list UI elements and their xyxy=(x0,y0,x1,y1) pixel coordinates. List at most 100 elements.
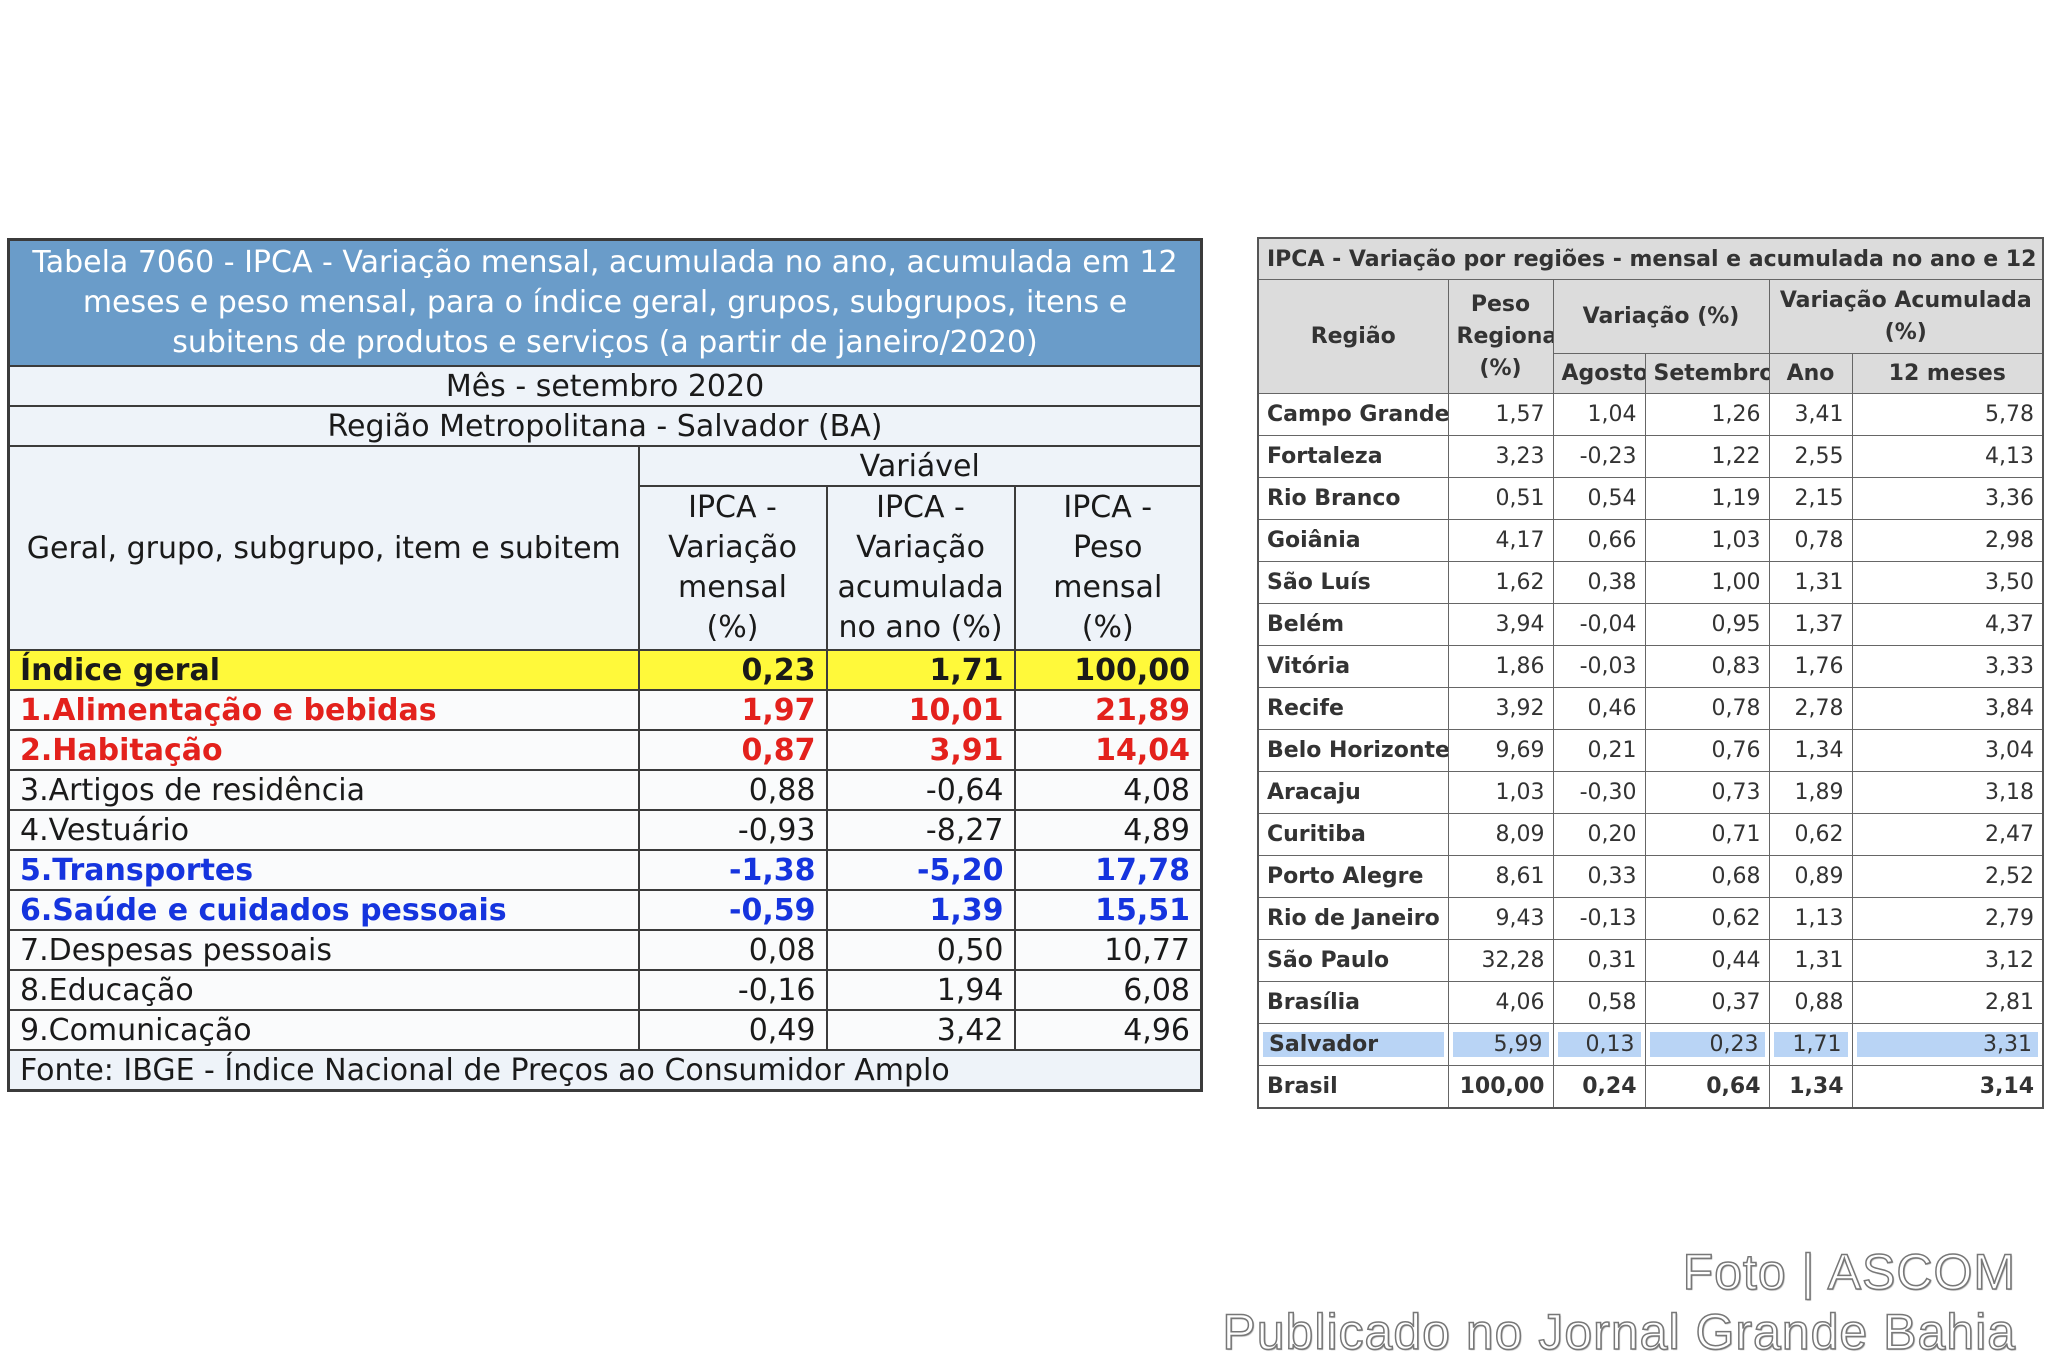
august-cell: 0,58 xyxy=(1552,981,1646,1024)
region-name-cell: Rio Branco xyxy=(1257,477,1449,520)
september-cell: 0,83 xyxy=(1644,645,1770,688)
year-cell: 1,34 xyxy=(1768,729,1853,772)
year-cell: 1,89 xyxy=(1768,771,1853,814)
row-label: 9.Comunicação xyxy=(7,1009,640,1051)
august-cell: 0,33 xyxy=(1552,855,1646,898)
september-cell: 0,73 xyxy=(1644,771,1770,814)
regional-weight-cell: 8,09 xyxy=(1447,813,1554,856)
region-row: Rio Branco 0,51 0,54 1,19 2,15 3,36 xyxy=(1257,477,2044,520)
regional-weight-cell: 8,61 xyxy=(1447,855,1554,898)
region-name-cell: Fortaleza xyxy=(1257,435,1449,478)
twelve-months-cell: 4,37 xyxy=(1851,603,2044,646)
region-name-cell: Recife xyxy=(1257,687,1449,730)
highlight-box: 0,23 xyxy=(1649,1032,1765,1057)
regional-weight-cell: 9,69 xyxy=(1447,729,1554,772)
august-cell: 0,54 xyxy=(1552,477,1646,520)
september-cell: 1,19 xyxy=(1644,477,1770,520)
table-row: 8.Educação -0,16 1,94 6,08 xyxy=(7,969,1203,1011)
weight-cell: 6,08 xyxy=(1013,969,1203,1011)
year-cell: 1,13 xyxy=(1768,897,1853,940)
september-cell: 0,37 xyxy=(1644,981,1770,1024)
highlight-box: 5,99 xyxy=(1452,1032,1549,1057)
weight-cell: 14,04 xyxy=(1013,729,1203,771)
september-cell: 0,95 xyxy=(1644,603,1770,646)
weight-cell: 4,89 xyxy=(1013,809,1203,851)
regional-weight-cell: 0,51 xyxy=(1447,477,1554,520)
month-label: Mês - setembro 2020 xyxy=(7,365,1203,407)
year-cell: 2,78 xyxy=(1768,687,1853,730)
weight-cell: 17,78 xyxy=(1013,849,1203,891)
table-row: 2.Habitação 0,87 3,91 14,04 xyxy=(7,729,1203,771)
year-cell: 1,37 xyxy=(1768,603,1853,646)
september-cell: 0,64 xyxy=(1644,1065,1770,1109)
region-row: Curitiba 8,09 0,20 0,71 0,62 2,47 xyxy=(1257,813,2044,856)
highlight-box: Salvador xyxy=(1263,1032,1444,1057)
highlight-box: 1,71 xyxy=(1773,1032,1848,1057)
row-label: 4.Vestuário xyxy=(7,809,640,851)
region-row: Goiânia 4,17 0,66 1,03 0,78 2,98 xyxy=(1257,519,2044,562)
col-header-variation: Variação (%) xyxy=(1552,279,1770,354)
row-label: 7.Despesas pessoais xyxy=(7,929,640,971)
row-label: 5.Transportes xyxy=(7,849,640,891)
september-cell: 0,68 xyxy=(1644,855,1770,898)
accumulated-variation-cell: -5,20 xyxy=(825,849,1016,891)
regional-weight-cell: 1,62 xyxy=(1447,561,1554,604)
region-name-cell: Brasília xyxy=(1257,981,1449,1024)
august-cell: -0,23 xyxy=(1552,435,1646,478)
monthly-variation-cell: 0,88 xyxy=(637,769,828,811)
twelve-months-cell: 2,98 xyxy=(1851,519,2044,562)
ipca-regions-table: IPCA - Variação por regiões - mensal e a… xyxy=(1257,237,2045,1109)
region-label: Região Metropolitana - Salvador (BA) xyxy=(7,405,1203,447)
table-row: 7.Despesas pessoais 0,08 0,50 10,77 xyxy=(7,929,1203,971)
region-row: Brasília 4,06 0,58 0,37 0,88 2,81 xyxy=(1257,981,2044,1024)
table-title: Tabela 7060 - IPCA - Variação mensal, ac… xyxy=(7,238,1203,367)
region-name-cell: Curitiba xyxy=(1257,813,1449,856)
region-row: São Luís 1,62 0,38 1,00 1,31 3,50 xyxy=(1257,561,2044,604)
region-name-cell: Vitória xyxy=(1257,645,1449,688)
regional-weight-cell: 9,43 xyxy=(1447,897,1554,940)
twelve-months-cell: 3,14 xyxy=(1851,1065,2044,1109)
regions-table-title: IPCA - Variação por regiões - mensal e a… xyxy=(1257,237,2044,280)
col-header-accumulated: IPCA - Variação acumulada no ano (%) xyxy=(825,485,1016,651)
col-header-region: Região xyxy=(1257,279,1449,394)
twelve-months-cell: 3,04 xyxy=(1851,729,2044,772)
highlight-box: 0,13 xyxy=(1557,1032,1641,1057)
twelve-months-cell: 3,84 xyxy=(1851,687,2044,730)
col-header-august: Agosto xyxy=(1552,353,1646,394)
weight-cell: 4,96 xyxy=(1013,1009,1203,1051)
region-name-cell: Campo Grande xyxy=(1257,393,1449,436)
region-row: Brasil 100,00 0,24 0,64 1,34 3,14 xyxy=(1257,1065,2044,1109)
monthly-variation-cell: 0,87 xyxy=(637,729,828,771)
twelve-months-cell: 2,81 xyxy=(1851,981,2044,1024)
year-cell: 0,78 xyxy=(1768,519,1853,562)
monthly-variation-cell: 0,49 xyxy=(637,1009,828,1051)
regional-weight-cell: 3,94 xyxy=(1447,603,1554,646)
year-cell: 1,31 xyxy=(1768,939,1853,982)
col-header-september: Setembro xyxy=(1644,353,1770,394)
year-cell: 1,31 xyxy=(1768,561,1853,604)
twelve-months-cell: 2,52 xyxy=(1851,855,2044,898)
august-cell: 1,04 xyxy=(1552,393,1646,436)
monthly-variation-cell: 0,23 xyxy=(637,649,828,691)
august-cell: -0,13 xyxy=(1552,897,1646,940)
year-cell: 1,34 xyxy=(1768,1065,1853,1109)
twelve-months-cell: 3,36 xyxy=(1851,477,2044,520)
table-row: 6.Saúde e cuidados pessoais -0,59 1,39 15,5… xyxy=(7,889,1203,931)
region-row: São Paulo 32,28 0,31 0,44 1,31 3,12 xyxy=(1257,939,2044,982)
var-header: Variável xyxy=(637,445,1203,487)
region-name-cell: Brasil xyxy=(1257,1065,1449,1109)
accumulated-variation-cell: -8,27 xyxy=(825,809,1016,851)
monthly-variation-cell: -0,93 xyxy=(637,809,828,851)
region-row: Belém 3,94 -0,04 0,95 1,37 4,37 xyxy=(1257,603,2044,646)
regional-weight-cell: 100,00 xyxy=(1447,1065,1554,1109)
row-label: 8.Educação xyxy=(7,969,640,1011)
regional-weight-cell: 32,28 xyxy=(1447,939,1554,982)
source-note: Fonte: IBGE - Índice Nacional de Preços … xyxy=(7,1049,1203,1092)
col-header-monthly: IPCA - Variação mensal (%) xyxy=(637,485,828,651)
region-row: Belo Horizonte 9,69 0,21 0,76 1,34 3,04 xyxy=(1257,729,2044,772)
accumulated-variation-cell: 3,42 xyxy=(825,1009,1016,1051)
col-header-accumulated-variation: Variação Acumulada (%) xyxy=(1768,279,2044,354)
weight-cell: 100,00 xyxy=(1013,649,1203,691)
twelve-months-cell: 3,12 xyxy=(1851,939,2044,982)
row-label: 1.Alimentação e bebidas xyxy=(7,689,640,731)
